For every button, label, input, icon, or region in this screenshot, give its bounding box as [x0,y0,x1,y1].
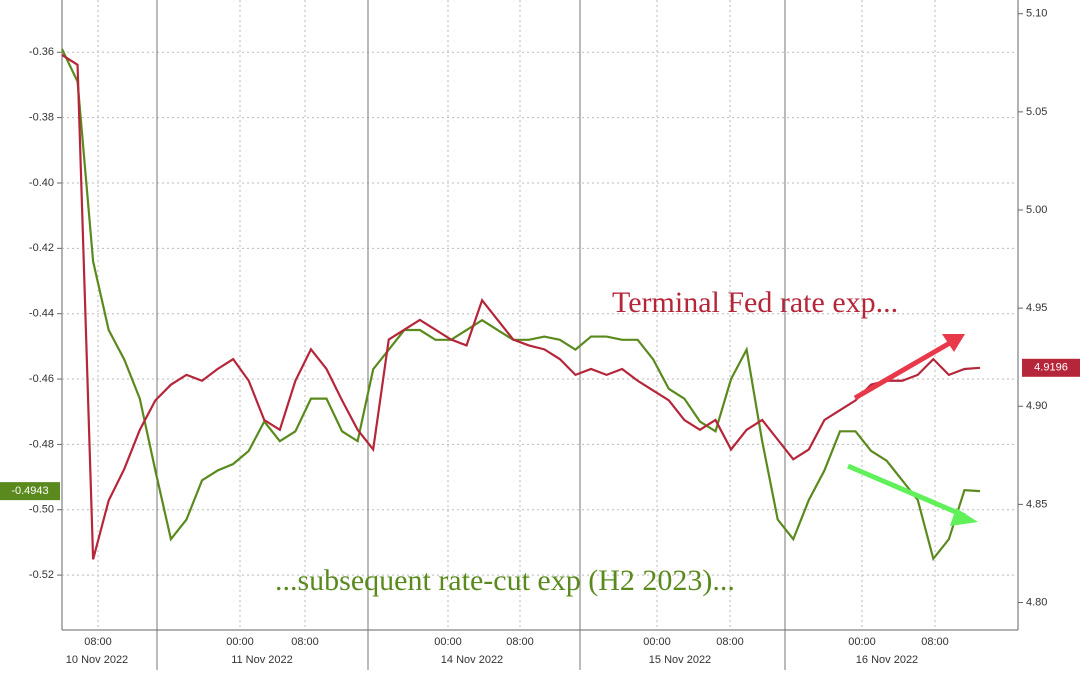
x-tick-label: 08:00 [506,636,534,648]
x-date-label: 15 Nov 2022 [649,654,711,666]
y2-tick-label: 4.90 [1026,400,1047,412]
x-tick-label: 00:00 [643,636,671,648]
y-tick-label: -0.42 [29,242,54,254]
y2-tick-label: 5.00 [1026,204,1047,216]
y2-tick-label: 5.10 [1026,8,1047,20]
x-tick-label: 08:00 [921,636,949,648]
x-date-label: 10 Nov 2022 [66,654,128,666]
annotation: Terminal Fed rate exp... [612,286,898,319]
lines [61,48,981,562]
y-tick-label: -0.48 [29,438,54,450]
y-tick-label: -0.40 [29,177,54,189]
value-badge [1022,358,1080,377]
y-tick-label: -0.46 [29,373,54,385]
x-tick-label: 08:00 [291,636,319,648]
x-tick-label: 00:00 [848,636,876,648]
arrowhead [950,508,978,526]
y-tick-label: -0.38 [29,112,54,124]
y-tick-label: -0.44 [29,308,54,320]
annotation: ...subsequent rate-cut exp (H2 2023)... [275,564,735,597]
arrowhead [942,334,965,352]
y2-tick-label: 4.80 [1026,596,1047,608]
x-tick-label: 00:00 [226,636,254,648]
x-date-label: 14 Nov 2022 [441,654,503,666]
arrow [847,463,966,519]
x-tick-label: 00:00 [434,636,462,648]
y-tick-label: -0.36 [29,46,54,58]
y2-tick-label: 4.95 [1026,302,1047,314]
grid [57,0,1023,670]
x-tick-label: 08:00 [716,636,744,648]
value-badge-label: 4.9196 [1034,362,1068,374]
x-tick-label: 08:00 [84,636,112,648]
x-date-label: 11 Nov 2022 [231,654,293,666]
arrow [853,337,957,401]
value-badge [0,482,60,501]
y-tick-label: -0.50 [29,504,54,516]
series-line [61,54,981,560]
y-tick-label: -0.52 [29,569,54,581]
y2-tick-label: 5.05 [1026,106,1047,118]
y2-tick-label: 4.85 [1026,498,1047,510]
value-badge-label: -0.4943 [11,485,48,497]
x-date-label: 16 Nov 2022 [856,654,918,666]
series-line [61,48,981,562]
